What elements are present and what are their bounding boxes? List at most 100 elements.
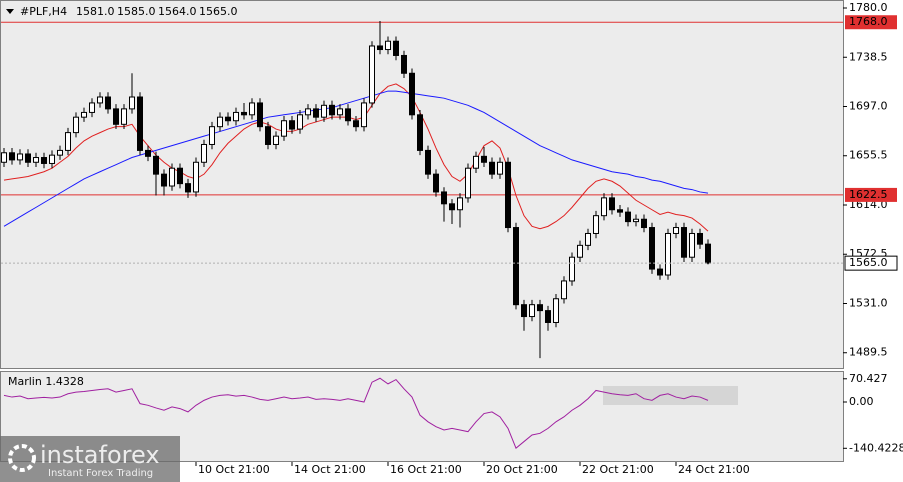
candle-body [289,120,295,130]
candle-body [641,218,647,229]
candle-body [129,96,135,110]
level-label: 1622.5 [849,188,888,201]
candle-body [425,149,431,175]
candle-body [25,153,31,163]
watermark: instaforex Instant Forex Trading [0,436,180,482]
candle-body [609,197,615,211]
candle-body [377,45,383,51]
candle-body [569,256,575,282]
candle-body [473,155,479,169]
x-tick-label: 20 Oct 21:00 [486,463,558,476]
candle-body [17,153,23,161]
high-value: 1585.0 [117,5,156,18]
close-value: 1565.0 [199,5,238,18]
candle-body [305,108,311,116]
x-tick-label: 24 Oct 21:00 [678,463,750,476]
candle-body [369,45,375,104]
candle-body [313,108,319,118]
candle-body [553,298,559,323]
moving-average [3,90,709,227]
candle-body [505,161,511,229]
candle-body [449,203,455,211]
candle-body [497,161,503,175]
candle-body [689,232,695,258]
candle-body [665,232,671,276]
candle-body [417,114,423,151]
watermark-tagline: Instant Forex Trading [48,468,153,479]
candle-body [705,243,711,264]
candle-body [633,218,639,223]
candle-body [481,155,487,163]
main-pane [0,0,844,369]
watermark-brand: instaforex [40,441,160,469]
indicator-name: Marlin 1.4328 [8,375,84,388]
candle-body [121,108,127,125]
candle-body [153,155,159,175]
menu-arrow [6,9,14,14]
candle-body [137,96,143,151]
candle-body [41,157,47,164]
candle-body [625,211,631,223]
candle-body [241,111,247,116]
candle-body [353,120,359,128]
candle-body [329,104,335,116]
candle-body [1,152,7,163]
candle-body [529,304,535,318]
candle-body [33,157,39,163]
y-tick-label: 1531.0 [849,296,888,309]
candle-body [233,111,239,122]
candle-body [161,173,167,187]
candle-body [89,102,95,113]
x-tick-label: 22 Oct 21:00 [582,463,654,476]
x-tick-label: 14 Oct 21:00 [294,463,366,476]
candle-body [537,304,543,312]
header: #PLF,H4 1581.0 1585.0 1564.0 1565.0 [20,5,238,18]
indicator-tick-label: -140.4228 [849,441,903,454]
candle-body [617,209,623,213]
indicator-tick-label: 70.427 [849,372,888,385]
candle-body [345,108,351,122]
candle-body [337,108,343,116]
candle-body [361,102,367,128]
symbol: #PLF,H4 [20,5,67,18]
y-tick-label: 1697.0 [849,99,888,112]
candle-body [57,149,63,156]
last-price-box [844,255,898,271]
candle-body [673,227,679,234]
indicator-tick-label: 0.00 [849,395,874,408]
candle-body [697,232,703,245]
open-value: 1581.0 [76,5,115,18]
indicator-line [3,377,709,449]
level-label-box [845,15,897,30]
highlight-box [603,386,738,405]
candle-body [521,304,527,318]
candle-body [257,102,263,128]
candle-body [201,143,207,163]
candle-body [9,152,15,161]
candle-body [321,104,327,118]
candle-body [657,268,663,276]
candle-body [489,161,495,175]
candle-body [169,167,175,187]
last-price-label: 1565.0 [849,256,888,269]
candle-body [225,116,231,122]
candle-body [457,197,463,211]
candle-body [73,116,79,134]
candle-body [577,244,583,258]
y-tick-label: 1489.5 [849,346,888,359]
candle-body [113,108,119,125]
candle-body [297,114,303,130]
candle-body [385,40,391,51]
candle-body [145,149,151,157]
level-label: 1768.0 [849,15,888,28]
candle-body [409,72,415,116]
y-tick-label: 1738.5 [849,50,888,63]
candle-body [209,126,215,145]
y-tick-label: 1780.0 [849,1,888,14]
candle-body [465,167,471,199]
candle-body [281,120,287,137]
candle-body [441,191,447,205]
candle-body [177,167,183,185]
